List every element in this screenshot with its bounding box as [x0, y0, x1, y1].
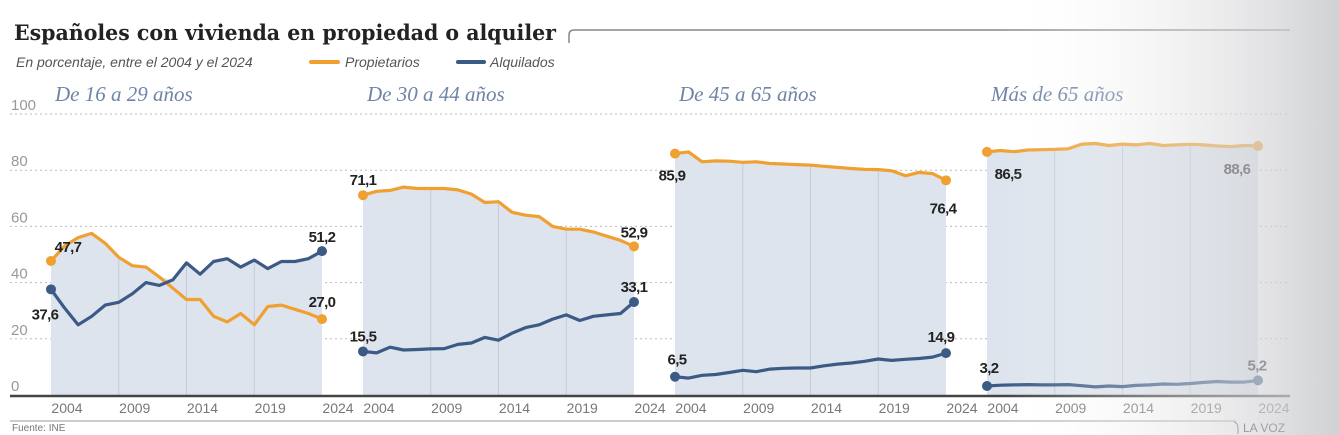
- data-label: 71,1: [350, 172, 377, 189]
- x-tick-label: 2009: [119, 400, 150, 416]
- x-tick-label: 2019: [1191, 400, 1222, 416]
- panel-title: Más de 65 años: [990, 82, 1123, 106]
- data-point-start: [46, 255, 56, 266]
- x-tick-label: 2004: [675, 400, 706, 416]
- data-label: 33,1: [621, 279, 648, 296]
- data-point-end: [1253, 375, 1263, 386]
- panel-3: De 45 a 65 años 2004 2009 2014 2019 2024 85,9 7…: [659, 82, 978, 416]
- data-point-start: [358, 346, 368, 357]
- data-point-end: [317, 246, 327, 257]
- data-label: 5,2: [1247, 357, 1266, 374]
- x-tick-label: 2019: [879, 400, 910, 416]
- data-label: 85,9: [659, 168, 686, 185]
- x-tick-label: 2024: [322, 400, 353, 416]
- data-point-end: [629, 241, 639, 252]
- data-label: 6,5: [667, 352, 686, 369]
- x-tick-label: 2019: [567, 400, 598, 416]
- data-label: 27,0: [309, 294, 336, 311]
- series-line-propietarios: [49, 231, 323, 327]
- x-tick-label: 2019: [255, 400, 286, 416]
- x-tick-label: 2024: [634, 400, 665, 416]
- panel-2: De 30 a 44 años 2004 2009 2014 2019 2024 71,1 5…: [350, 82, 666, 416]
- x-tick-label: 2014: [499, 400, 530, 416]
- data-label: 86,5: [995, 166, 1022, 183]
- x-tick-label: 2004: [987, 400, 1018, 416]
- brand-logo: LA VOZ: [1243, 421, 1285, 435]
- y-tick-label: 40: [11, 266, 28, 283]
- panel-title: De 16 a 29 años: [54, 82, 193, 106]
- panel-title: De 30 a 44 años: [366, 82, 505, 106]
- data-point-end: [941, 348, 951, 359]
- data-point-start: [358, 190, 368, 201]
- y-tick-label: 20: [11, 322, 28, 339]
- data-label: 3,2: [979, 360, 998, 377]
- brand-bracket: [1233, 421, 1239, 434]
- series-line-alquilados: [362, 300, 636, 355]
- panels: De 16 a 29 años 2004 2009 2014 2019 2024 47,7 2…: [32, 82, 1290, 416]
- data-label: 52,9: [621, 224, 648, 241]
- chart-subtitle: En porcentaje, entre el 2004 y el 2024: [16, 54, 253, 70]
- y-tick-label: 100: [11, 97, 36, 114]
- data-label: 15,5: [350, 328, 377, 345]
- legend-label-alquilados: Alquilados: [489, 54, 555, 70]
- x-tick-label: 2014: [187, 400, 218, 416]
- data-point-start: [670, 148, 680, 159]
- legend: Propietarios Alquilados: [309, 54, 555, 70]
- panel-title: De 45 a 65 años: [678, 82, 817, 106]
- series-line-alquilados: [49, 249, 323, 327]
- data-label: 88,6: [1224, 161, 1251, 178]
- x-tick-label: 2024: [946, 400, 977, 416]
- chart-title: Españoles con vivienda en propiedad o al…: [14, 20, 557, 45]
- series-line-alquilados: [674, 351, 947, 380]
- x-tick-label: 2024: [1258, 400, 1289, 416]
- series-line-propietarios: [674, 150, 947, 182]
- data-label: 51,2: [309, 229, 336, 246]
- data-point-start: [46, 284, 56, 295]
- y-tick-label: 80: [11, 153, 28, 170]
- y-tick-label: 0: [11, 378, 19, 395]
- panel-1: De 16 a 29 años 2004 2009 2014 2019 2024 47,7 2…: [32, 82, 354, 416]
- data-label: 76,4: [930, 200, 958, 217]
- x-tick-label: 2009: [1055, 400, 1086, 416]
- data-point-end: [1253, 141, 1263, 152]
- data-point-start: [982, 381, 992, 392]
- data-label: 14,9: [928, 329, 955, 346]
- title-rule: [568, 29, 1290, 43]
- panel-4: Más de 65 años 2004 2009 2014 2019 2024 86,5 88…: [979, 82, 1289, 416]
- data-label: 47,7: [55, 239, 82, 256]
- data-point-start: [982, 146, 992, 157]
- data-point-end: [941, 175, 951, 186]
- data-label: 37,6: [32, 306, 59, 323]
- x-tick-label: 2004: [363, 400, 394, 416]
- data-point-end: [317, 314, 327, 325]
- y-axis-labels: 0 20 40 60 80 100: [11, 97, 36, 395]
- series-line-propietarios: [362, 185, 635, 248]
- x-tick-label: 2004: [51, 400, 82, 416]
- data-point-start: [670, 371, 680, 382]
- data-point-end: [629, 296, 639, 307]
- x-tick-label: 2014: [811, 400, 842, 416]
- x-tick-label: 2009: [743, 400, 774, 416]
- legend-label-propietarios: Propietarios: [345, 54, 420, 70]
- x-tick-label: 2009: [431, 400, 462, 416]
- source-note: Fuente: INE: [12, 423, 66, 434]
- x-tick-label: 2014: [1123, 400, 1154, 416]
- y-tick-label: 60: [11, 209, 28, 226]
